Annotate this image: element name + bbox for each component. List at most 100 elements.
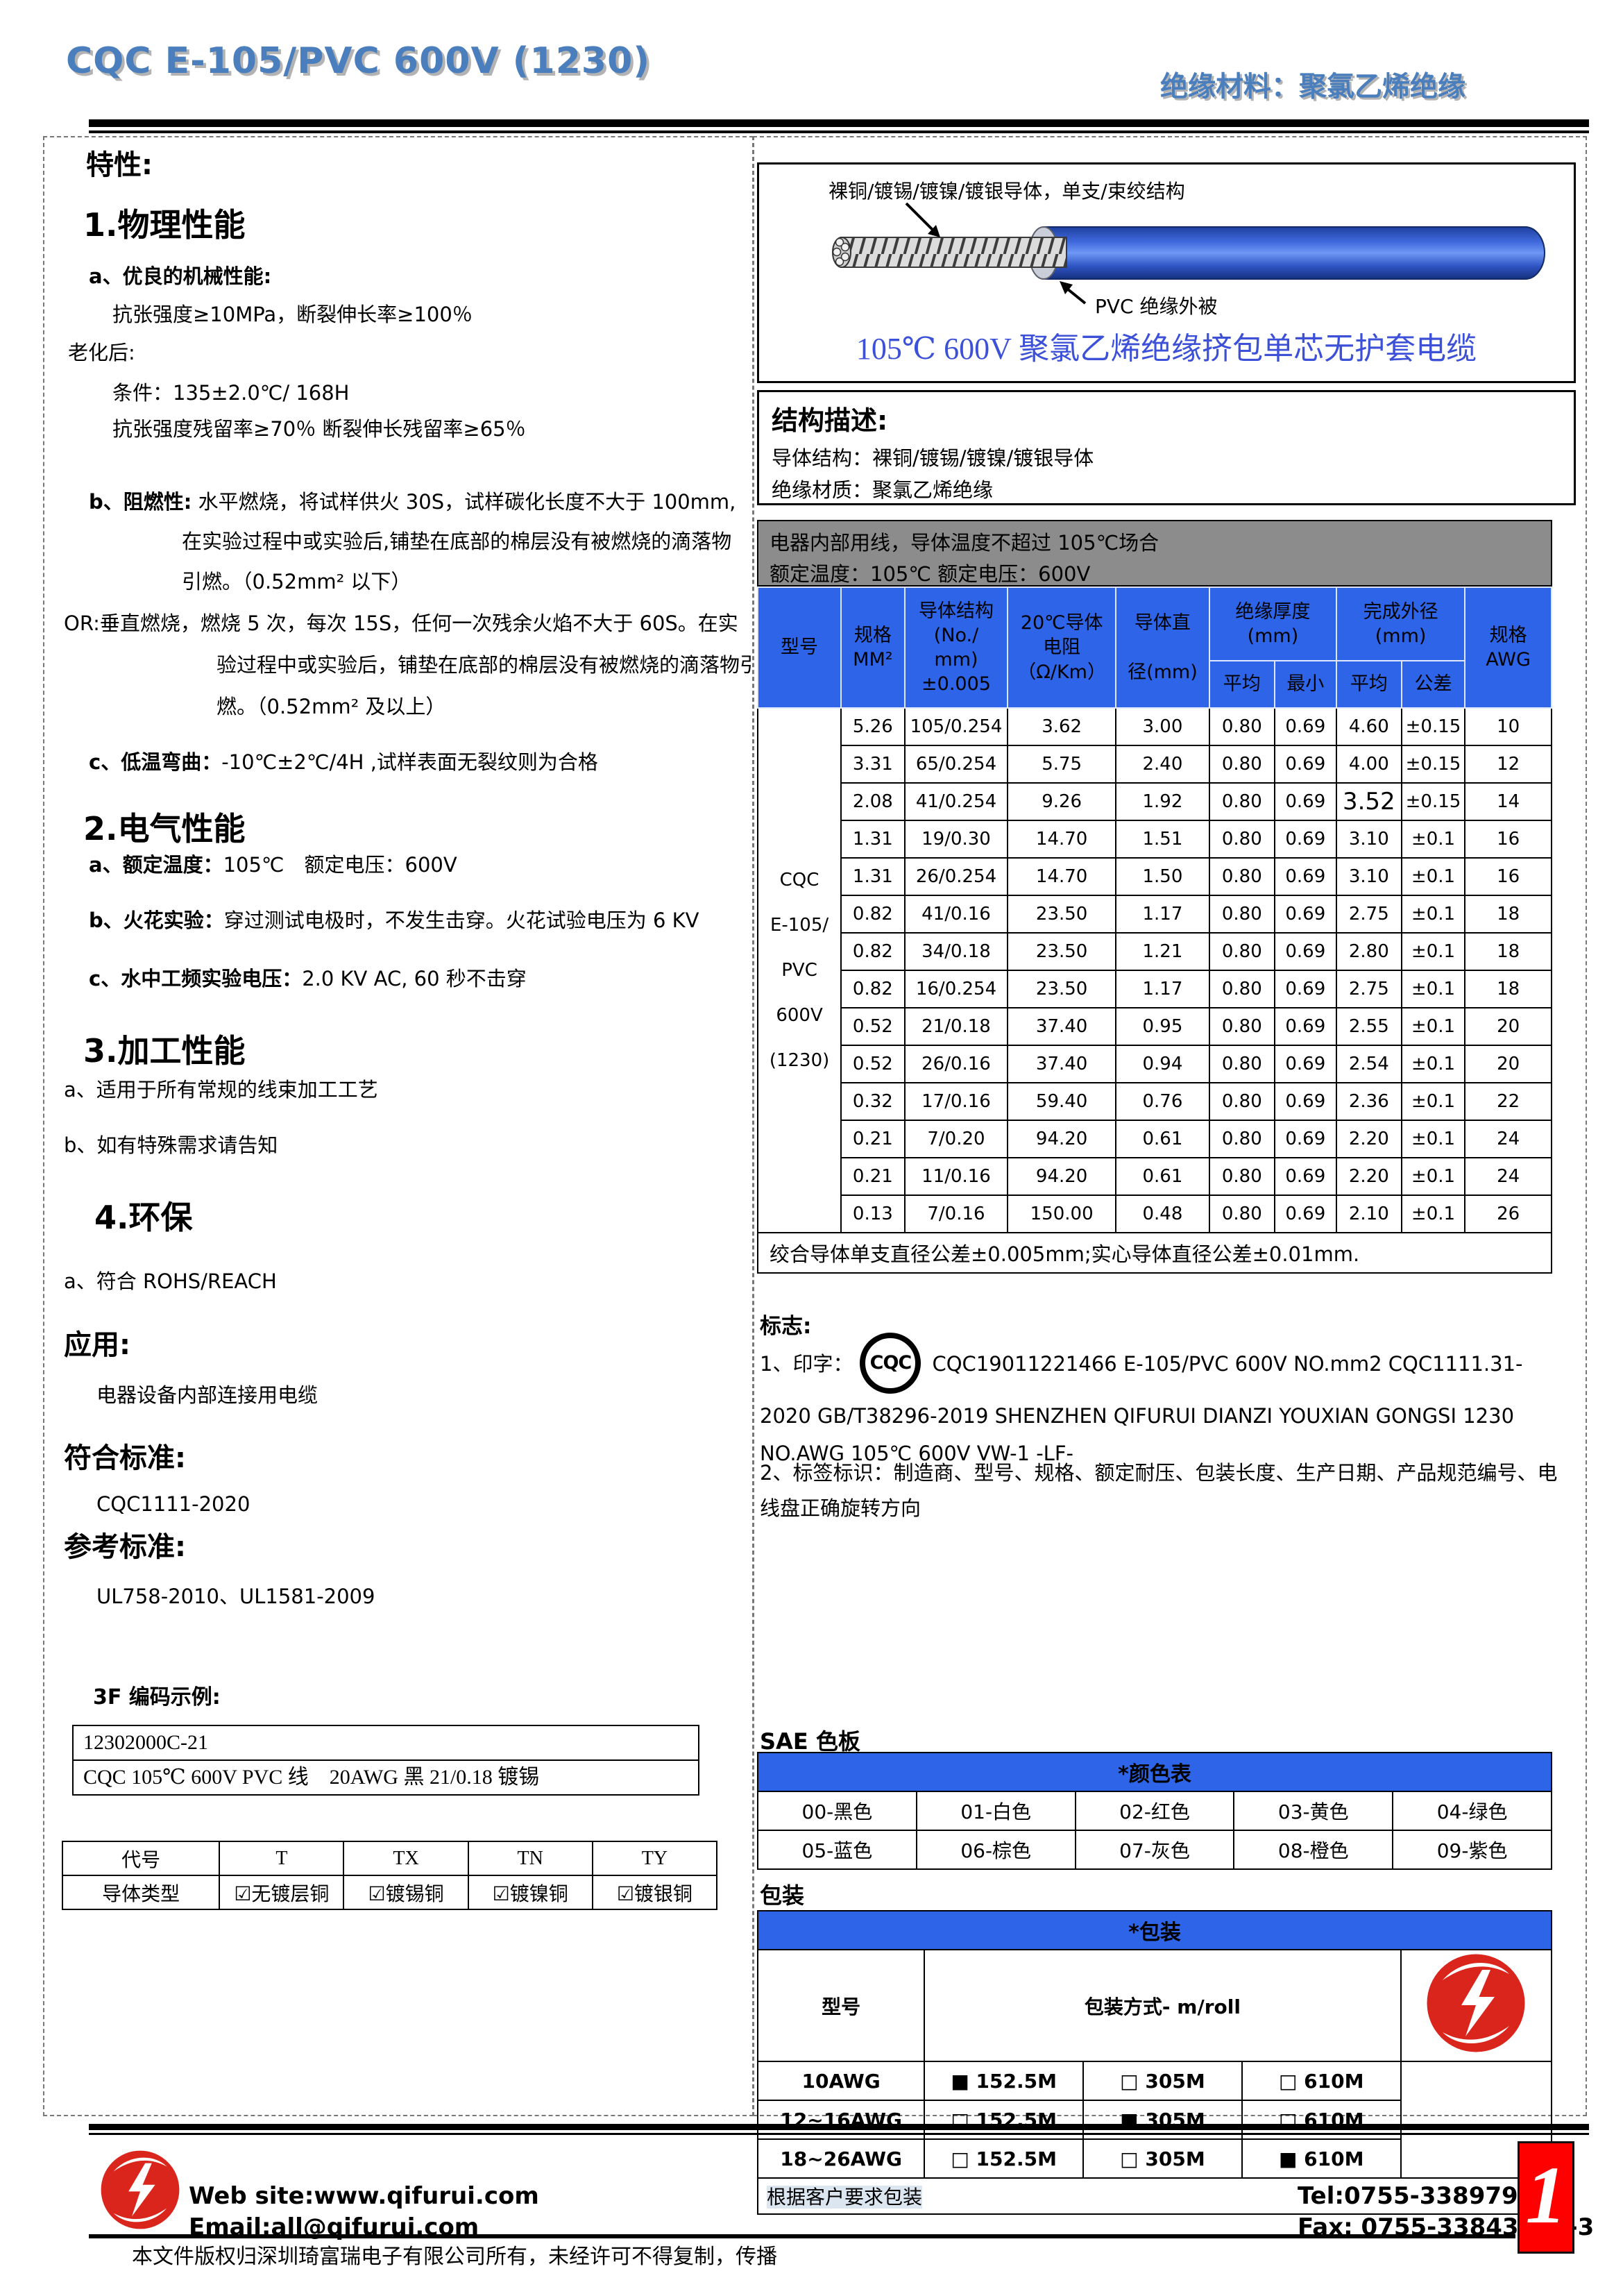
color-table: *颜色表 00-黑色 01-白色 02-红色 03-黄色 04-绿色 05-蓝色… <box>757 1752 1552 1870</box>
spec-cell: 16 <box>1464 857 1552 896</box>
table-cell: TN <box>467 1841 593 1876</box>
spec-cell: 0.52 <box>840 1007 906 1046</box>
packing-note: 根据客户要求包装 <box>757 2177 1552 2215</box>
heading-environment: 4.环保 <box>94 1199 193 1236</box>
conductor-label: 裸铜/镀锡/镀镍/镀银导体，单支/束绞结构 <box>829 180 1185 203</box>
spec-cell: 2.36 <box>1335 1082 1402 1121</box>
spec-cell: 1.21 <box>1114 932 1210 971</box>
text-line: 验过程中或实验后，铺垫在底部的棉层没有被燃烧的滴落物引 <box>216 653 760 677</box>
spec-cell: 0.69 <box>1273 1195 1337 1233</box>
color-cell: 05-蓝色 <box>757 1830 917 1870</box>
company-logo-icon <box>1427 1954 1525 2052</box>
spec-cell: 0.48 <box>1114 1195 1210 1233</box>
marking-title: 标志: <box>760 1314 812 1339</box>
checkbox-cell: ☑镀镍铜 <box>467 1875 593 1910</box>
packing-col-model: 型号 <box>756 1949 926 2062</box>
code-example-value: 12302000C-21 <box>74 1726 698 1761</box>
spec-cell: 0.80 <box>1208 707 1275 746</box>
spec-cell: ±0.15 <box>1400 707 1466 746</box>
spec-row: CQC E-105/ PVC 600V (1230) 5.26 105/0.254 3… <box>756 707 1552 1233</box>
spec-cell: 0.61 <box>1114 1157 1210 1196</box>
spec-cell: ±0.1 <box>1400 1195 1466 1233</box>
text-line: 抗张强度残留率≥70％ 断裂伸长残留率≥65％ <box>112 417 526 441</box>
spec-cell: 0.69 <box>1273 1082 1337 1121</box>
spec-cell: 2.08 <box>840 782 906 821</box>
right-column: 裸铜/镀锡/镀镍/镀银导体，单支/束绞结构 PVC 绝缘外被 105℃ 600V… <box>753 136 1587 2215</box>
usage-line: 电器内部用线，导体温度不超过 105℃场合 <box>770 531 1159 555</box>
spec-cell: 26/0.254 <box>903 857 1009 896</box>
spec-cell: 0.95 <box>1114 1007 1210 1046</box>
table-cell: 代号 <box>61 1841 221 1876</box>
spec-cell: 0.69 <box>1273 745 1337 784</box>
spec-row: 0.21 7/0.20 94.20 0.61 0.80 0.69 2.20 ±0.1 24 <box>758 1120 1552 1158</box>
spec-cell: 0.21 <box>840 1157 906 1196</box>
spec-cell: 26/0.16 <box>903 1045 1009 1083</box>
page-number: 1 <box>1525 2150 1567 2240</box>
code-example-box: 12302000C-21 CQC 105℃ 600V PVC 线 20AWG 黑… <box>72 1725 699 1796</box>
marking-label-line: 2、标签标识：制造商、型号、规格、额定耐压、包装长度、生产日期、产品规范编号、电… <box>760 1461 1558 1520</box>
spec-cell: 2.55 <box>1335 1007 1402 1046</box>
spec-cell: 0.69 <box>1273 857 1337 896</box>
color-cell: 07-灰色 <box>1074 1830 1235 1870</box>
model-cell: CQC E-105/ PVC 600V (1230) <box>756 707 842 1233</box>
spec-cell: ±0.15 <box>1400 782 1466 821</box>
footer-rule-thin <box>89 2133 1589 2135</box>
color-cell: 00-黑色 <box>757 1791 917 1831</box>
spec-cell: ±0.1 <box>1400 1045 1466 1083</box>
table-row: 导体类型 ☑无镀层铜 ☑镀锡铜 ☑镀镍铜 ☑镀银铜 <box>61 1875 718 1910</box>
spec-row: 0.82 34/0.18 23.50 1.21 0.80 0.69 2.80 ±0.1 18 <box>758 932 1552 971</box>
spec-cell: 37.40 <box>1007 1045 1116 1083</box>
spec-cell: ±0.1 <box>1400 932 1466 971</box>
spec-table: 型号 规格 MM² 导体结构 (No./ mm) ±0.005 20℃导体 电阻… <box>756 586 1552 1274</box>
spec-cell: 4.00 <box>1335 745 1402 784</box>
table-row: 根据客户要求包装 <box>757 2177 1552 2215</box>
footer-rule-bottom <box>89 2234 1515 2238</box>
text-line: c、低温弯曲：-10℃±2℃/4H ,试样表面无裂纹则为合格 <box>89 750 598 774</box>
spec-cell: 16 <box>1464 820 1552 859</box>
usage-band: 电器内部用线，导体温度不超过 105℃场合 额定温度：105℃ 额定电压：600… <box>757 520 1552 586</box>
cable-illustration-box: 裸铜/镀锡/镀镍/镀银导体，单支/束绞结构 PVC 绝缘外被 <box>757 162 1576 383</box>
spec-cell: 3.10 <box>1335 820 1402 859</box>
insulation-material-title: 绝缘材料：聚氯乙烯绝缘 <box>1160 71 1465 103</box>
page-number-badge: 1 <box>1518 2141 1574 2254</box>
table-cell: TX <box>343 1841 469 1876</box>
spec-cell: 20 <box>1464 1007 1552 1046</box>
color-cell: 03-黄色 <box>1233 1791 1394 1831</box>
section-title-characteristics: 特性: <box>86 149 153 181</box>
structure-description-box: 结构描述: 导体结构：裸铜/镀锡/镀镍/镀银导体 绝缘材质：聚氯乙烯绝缘 <box>757 390 1576 505</box>
text-line: 电器设备内部连接用电缆 <box>96 1383 318 1407</box>
spec-cell: 0.69 <box>1273 782 1337 821</box>
spec-cell: 0.82 <box>840 895 906 934</box>
table-cell: 导体类型 <box>61 1875 221 1910</box>
col-header-insulation: 绝缘厚度 (mm) <box>1208 586 1337 661</box>
spec-cell: 0.80 <box>1208 895 1275 934</box>
spec-cell: 94.20 <box>1007 1157 1116 1196</box>
table-row: 00-黑色 01-白色 02-红色 03-黄色 04-绿色 <box>757 1791 1552 1831</box>
spec-cell: 59.40 <box>1007 1082 1116 1121</box>
table-cell: TY <box>591 1841 718 1876</box>
spec-cell: 0.69 <box>1273 895 1337 934</box>
spec-cell: ±0.1 <box>1400 1007 1466 1046</box>
spec-cell: 0.80 <box>1208 857 1275 896</box>
spec-cell: 5.26 <box>840 707 906 746</box>
spec-cell: 0.80 <box>1208 782 1275 821</box>
heading-physical: 1.物理性能 <box>83 206 246 244</box>
spec-cell: 2.80 <box>1335 932 1402 971</box>
spec-cell: 1.31 <box>840 820 906 859</box>
spec-cell: 0.80 <box>1208 970 1275 1008</box>
page-title: CQC E-105/PVC 600V (1230) <box>66 40 651 82</box>
spec-cell: 0.80 <box>1208 1157 1275 1196</box>
cable-illustration: 裸铜/镀锡/镀镍/镀银导体，单支/束绞结构 PVC 绝缘外被 <box>829 180 1545 318</box>
spec-cell: 21/0.18 <box>903 1007 1009 1046</box>
spec-cell: 14.70 <box>1007 820 1116 859</box>
spec-cell: 4.60 <box>1335 707 1402 746</box>
packing-model: 18~26AWG <box>756 2138 926 2179</box>
text-line: OR:垂直燃烧，燃烧 5 次，每次 15S，任何一次残余火焰不大于 60S。在实 <box>64 611 738 635</box>
spec-row: 0.13 7/0.16 150.00 0.48 0.80 0.69 2.10 ±0.1 26 <box>758 1195 1552 1233</box>
marking-print-text: CQC19011221466 E-105/PVC 600V NO.mm2 CQC… <box>760 1352 1523 1465</box>
text-line: a、适用于所有常规的线束加工工艺 <box>64 1078 378 1101</box>
packing-option: ■ 610M <box>1241 2138 1402 2179</box>
conductor-arrowhead <box>928 225 940 237</box>
footer-logo <box>99 2148 182 2234</box>
spec-cell: 0.69 <box>1273 970 1337 1008</box>
